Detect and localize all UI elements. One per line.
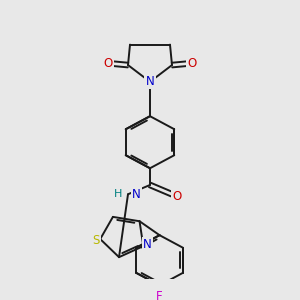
Text: H: H xyxy=(114,189,122,199)
Text: N: N xyxy=(132,188,141,201)
Text: N: N xyxy=(146,75,154,88)
Text: S: S xyxy=(92,234,100,248)
Text: N: N xyxy=(143,238,152,251)
Text: O: O xyxy=(172,190,182,202)
Text: O: O xyxy=(188,57,196,70)
Text: O: O xyxy=(103,57,112,70)
Text: F: F xyxy=(156,290,163,300)
